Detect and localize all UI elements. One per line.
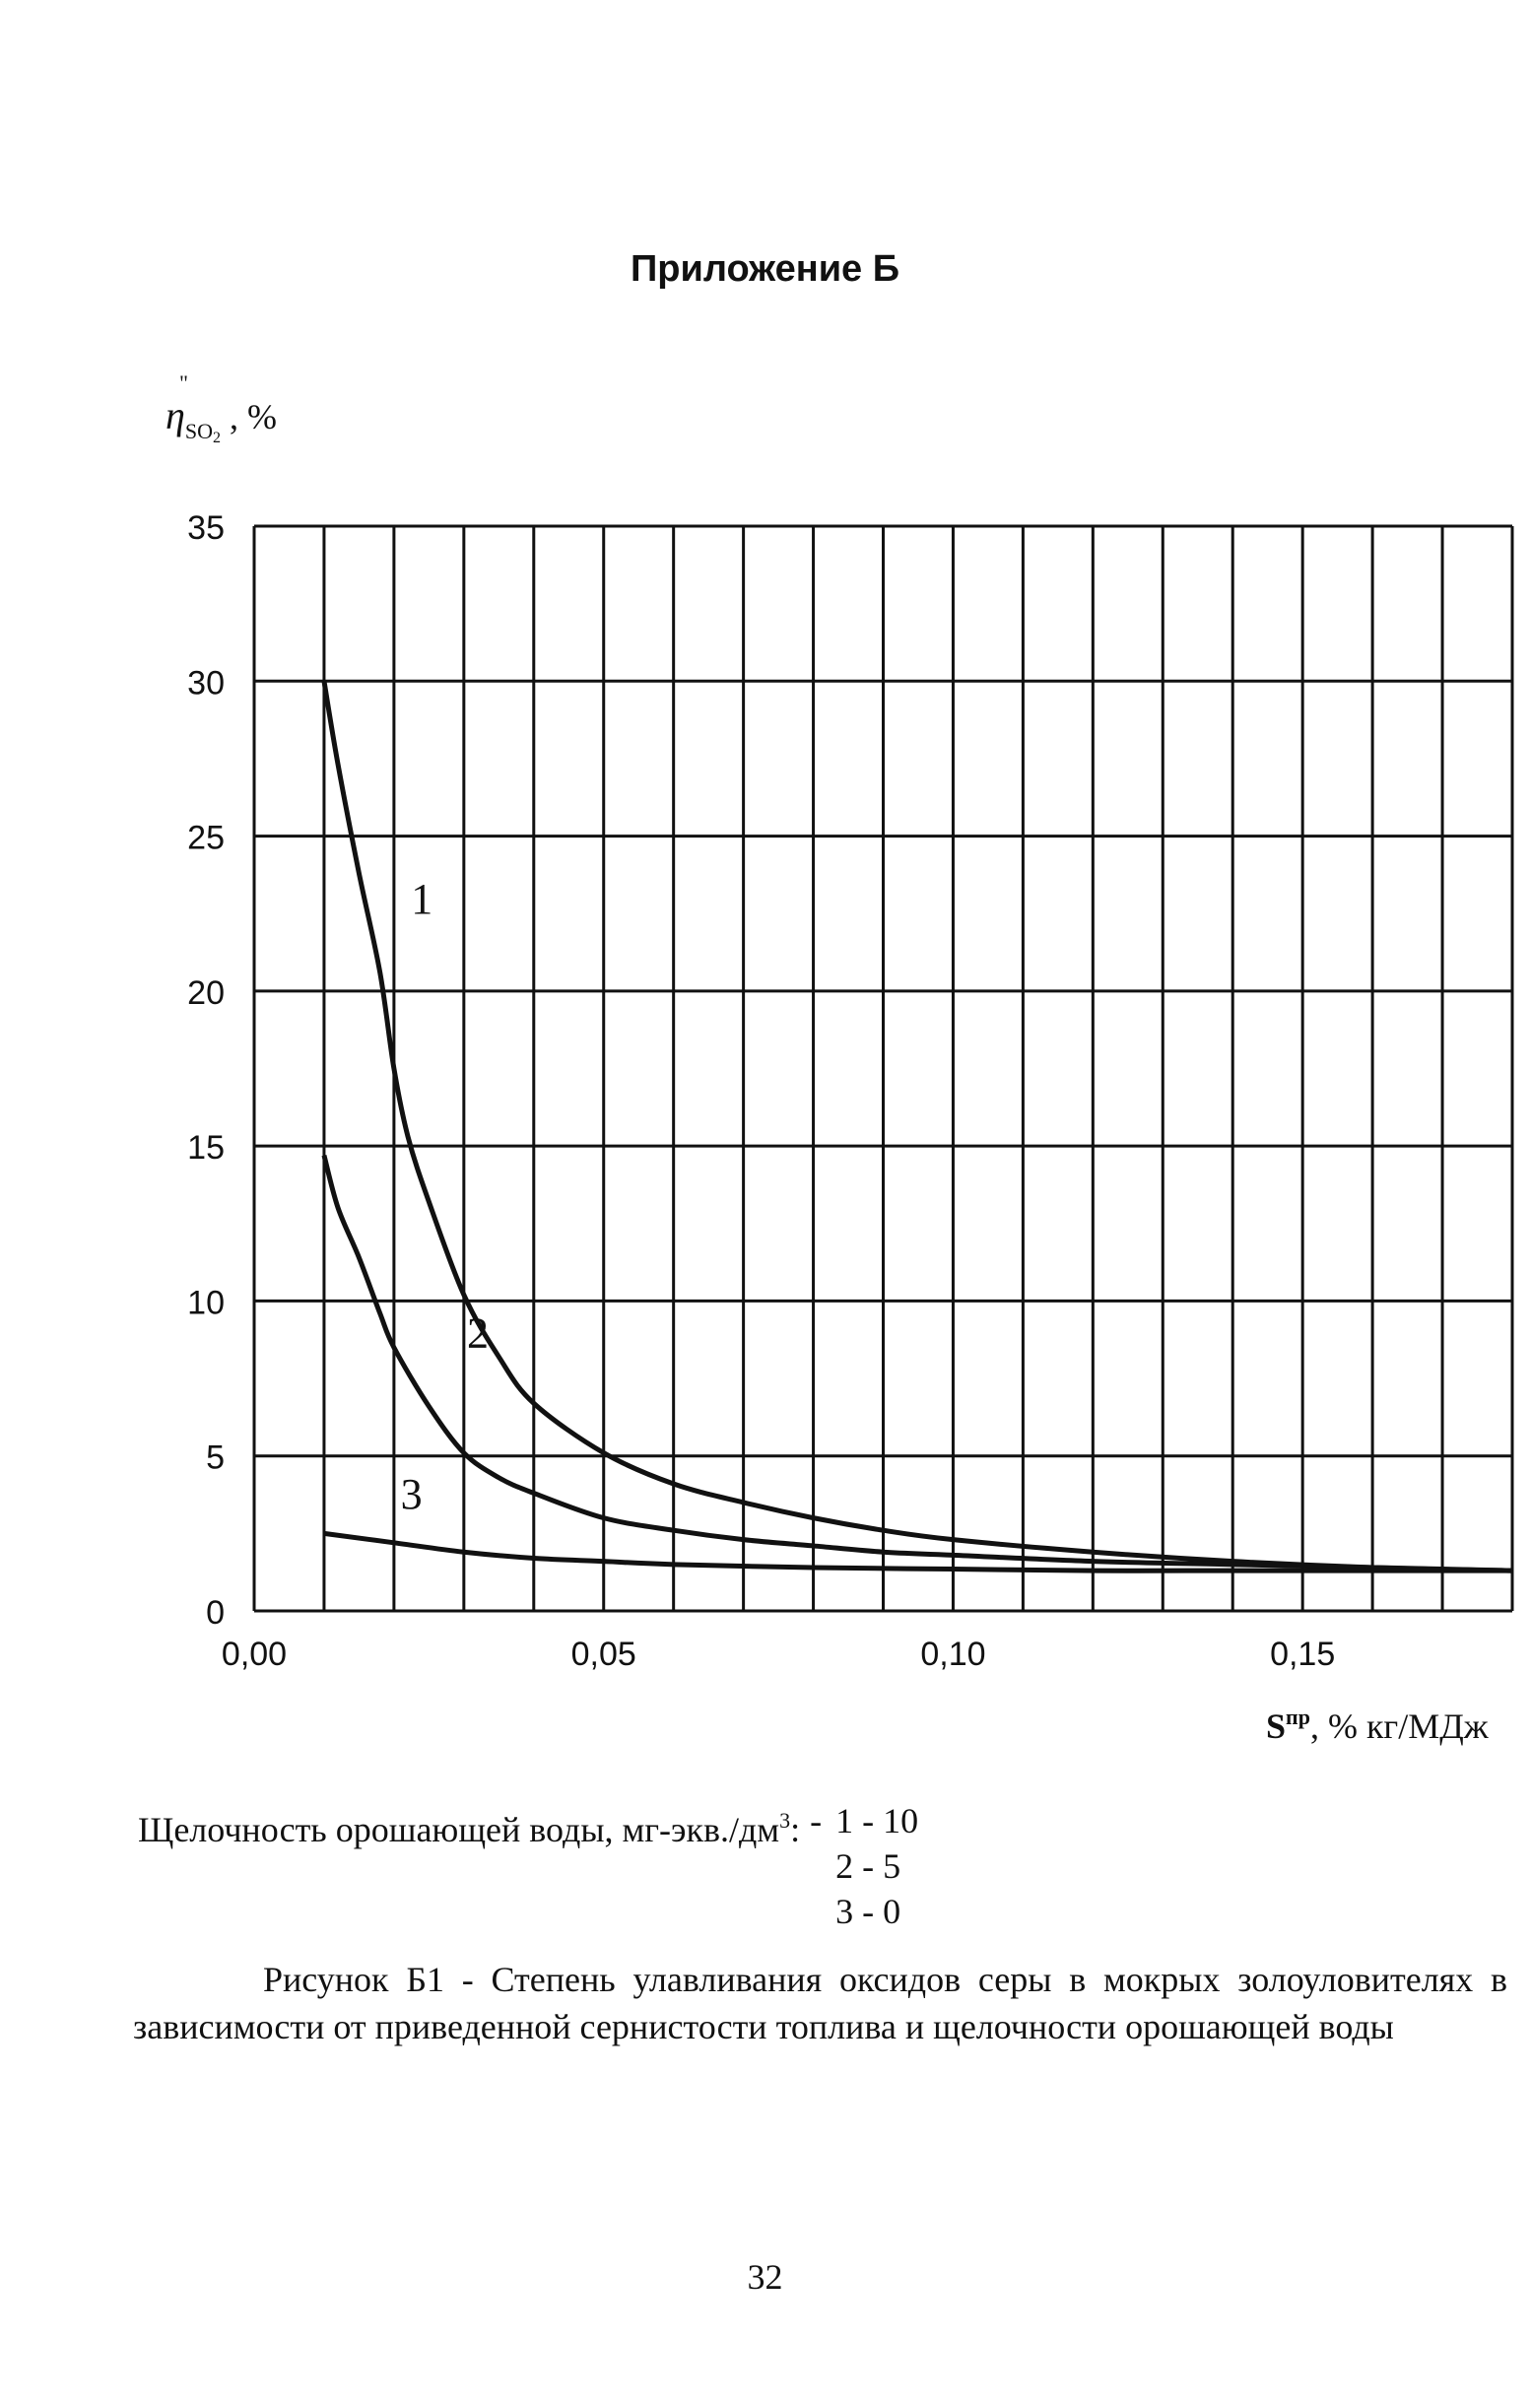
y-axis-unit: , % <box>220 397 277 436</box>
legend-title-colon: : <box>790 1810 801 1849</box>
series-line-3 <box>323 1530 1512 1573</box>
legend-entry-2: 2 - 5 <box>835 1846 901 1886</box>
appendix-title: Приложение Б <box>630 248 900 290</box>
legend-entries: 1 - 10 2 - 5 3 - 0 <box>835 1798 918 1934</box>
legend-entry-3: 3 - 0 <box>835 1892 901 1931</box>
y-tick-label: 10 <box>187 1284 225 1321</box>
chart-ticks: 0 5 10 15 20 25 30 35 0,00 0,05 0,10 0,15 <box>187 509 1335 1673</box>
chart-grid <box>252 524 1514 1613</box>
y-axis-symbol: η <box>166 393 185 437</box>
curve-label-3: 3 <box>401 1470 423 1518</box>
legend-dash: - <box>810 1801 823 1840</box>
x-tick-label: 0,05 <box>571 1636 636 1673</box>
y-tick-label: 25 <box>187 820 225 857</box>
chart-curve-labels: 1 2 3 <box>401 875 489 1518</box>
series-line-1 <box>321 680 1513 1573</box>
x-tick-label: 0,10 <box>920 1636 985 1673</box>
y-axis-label: " ηSO2 , % <box>166 370 277 447</box>
y-tick-label: 5 <box>206 1439 225 1477</box>
x-tick-label: 0,00 <box>222 1636 287 1673</box>
legend-title: Щелочность орошающей воды, мг-экв./дм3: <box>138 1798 800 1852</box>
x-axis-label: Sпр, % кг/МДж <box>1266 1705 1489 1747</box>
y-tick-label: 0 <box>206 1594 225 1632</box>
figure-caption: Рисунок Б1 - Степень улавливания оксидов… <box>133 1960 1507 2046</box>
legend: Щелочность орошающей воды, мг-экв./дм3: -… <box>138 1798 918 1934</box>
y-tick-label: 35 <box>187 509 225 547</box>
y-tick-label: 20 <box>187 974 225 1012</box>
chart: 0 5 10 15 20 25 30 35 0,00 0,05 0,10 0,15 1 2 3 <box>187 509 1514 1673</box>
y-axis-subscript: SO <box>184 419 213 443</box>
curve-label-1: 1 <box>411 875 432 923</box>
y-axis-subscript-index: 2 <box>212 430 221 446</box>
x-axis-superscript: пр <box>1286 1705 1310 1729</box>
y-tick-label: 30 <box>187 664 225 702</box>
legend-entry-1: 1 - 10 <box>835 1801 919 1840</box>
x-axis-symbol: S <box>1266 1706 1287 1746</box>
x-axis-unit: , % кг/МДж <box>1309 1706 1489 1746</box>
chart-series <box>321 680 1513 1573</box>
legend-title-text: Щелочность орошающей воды, мг-экв./дм <box>138 1810 780 1849</box>
x-tick-label: 0,15 <box>1270 1636 1335 1673</box>
legend-title-superscript: 3 <box>779 1808 791 1833</box>
series-line-2 <box>321 1154 1513 1573</box>
y-axis-accent: " <box>179 370 188 395</box>
page-number: 32 <box>747 2257 783 2297</box>
y-tick-label: 15 <box>187 1129 225 1167</box>
curve-label-2: 2 <box>467 1309 489 1358</box>
